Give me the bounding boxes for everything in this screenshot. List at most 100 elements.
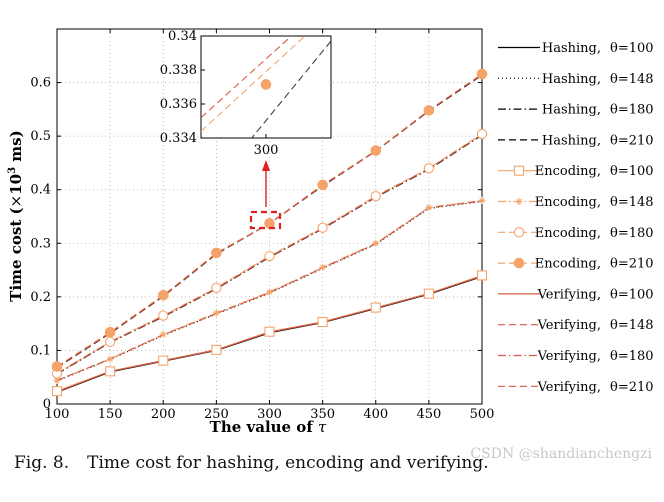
data-point-encoding-148 bbox=[266, 288, 273, 296]
legend-theta: θ=180 bbox=[610, 349, 654, 364]
y-tick-label: 0.4 bbox=[30, 183, 51, 198]
data-point-encoding-148 bbox=[106, 355, 114, 363]
series-line-verifying-180 bbox=[56, 133, 483, 375]
data-point-encoding-100 bbox=[158, 355, 169, 366]
data-point-encoding-100 bbox=[370, 302, 381, 313]
figure-caption-label: Fig. 8. bbox=[14, 453, 69, 473]
x-tick-label: 200 bbox=[151, 407, 176, 422]
legend-label: Hashing, bbox=[542, 133, 601, 148]
legend-theta: θ=148 bbox=[610, 318, 654, 333]
inset-zoom: 0.334 0.336 0.338 0.34 300 bbox=[160, 29, 332, 158]
x-tick-label: 300 bbox=[257, 407, 282, 422]
x-tick-label: 400 bbox=[363, 407, 388, 422]
x-axis-label-symbol: τ bbox=[318, 418, 327, 436]
series-line-verifying-148 bbox=[56, 200, 483, 381]
inset-line-encoding-210 bbox=[201, 36, 306, 132]
y-axis-label: Time cost (×103 ms) bbox=[7, 130, 25, 301]
inset-y-tick-label: 0.334 bbox=[160, 131, 197, 146]
inset-lines bbox=[201, 36, 331, 138]
highlight-box bbox=[249, 210, 282, 230]
data-point-encoding-148 bbox=[425, 203, 433, 211]
y-tick-label: 0.5 bbox=[30, 129, 51, 144]
star-stroke bbox=[54, 377, 60, 384]
x-axis-ticks: 100 150 200 250 300 350 400 450 500 bbox=[45, 29, 495, 422]
figure-caption: Fig. 8. Time cost for hashing, encoding a… bbox=[14, 453, 489, 473]
x-axis-label-text: The value of bbox=[210, 418, 315, 436]
y-axis-label-base: 10 bbox=[7, 174, 25, 195]
y-tick-label: 0.6 bbox=[30, 76, 51, 91]
inset-y-ticks: 0.334 0.336 0.338 0.34 bbox=[160, 29, 267, 146]
legend-item-encoding-100: Encoding, θ=100 bbox=[498, 164, 654, 179]
y-tick-label: 0 bbox=[43, 397, 51, 412]
x-tick-label: 100 bbox=[45, 407, 70, 422]
legend-label: Encoding, bbox=[535, 195, 601, 210]
legend-theta: θ=210 bbox=[610, 257, 654, 272]
star-stroke bbox=[426, 204, 432, 211]
legend-item-encoding-210: Encoding, θ=210 bbox=[498, 257, 654, 272]
y-axis-label-suffix: ms) bbox=[7, 130, 25, 167]
data-point-encoding-180 bbox=[370, 190, 381, 202]
legend-item-hashing-210: Hashing, θ=210 bbox=[498, 133, 654, 148]
legend: Hashing, θ=100 Hashing, θ=148 Hashing, θ=180 H… bbox=[498, 41, 654, 395]
legend-label: Encoding, bbox=[535, 257, 601, 272]
data-point-encoding-180 bbox=[476, 128, 488, 140]
legend-item-hashing-180: Hashing, θ=180 bbox=[498, 103, 654, 118]
y-tick-label: 0.2 bbox=[30, 290, 51, 305]
data-point-encoding-180 bbox=[211, 282, 222, 293]
data-point-encoding-180 bbox=[104, 336, 116, 348]
x-tick-label: 150 bbox=[98, 407, 123, 422]
figure-caption-text: Time cost for hashing, encoding and veri… bbox=[87, 453, 488, 473]
legend-marker bbox=[513, 165, 525, 176]
x-tick-label: 450 bbox=[416, 407, 441, 422]
star-stroke bbox=[266, 289, 273, 295]
data-point-encoding-100 bbox=[105, 366, 116, 377]
legend-item-verifying-100: Verifying, θ=100 bbox=[498, 287, 654, 302]
legend-marker bbox=[513, 227, 525, 238]
inset-line-hashing-210 bbox=[251, 40, 331, 138]
data-point-encoding-148 bbox=[478, 196, 486, 204]
legend-label: Encoding, bbox=[535, 164, 601, 179]
inset-series bbox=[201, 36, 331, 138]
legend-label: Verifying, bbox=[537, 380, 601, 395]
star-stroke bbox=[160, 331, 167, 338]
legend-marker bbox=[515, 198, 523, 205]
inset-x-tick-label: 300 bbox=[254, 143, 279, 158]
data-point-encoding-100 bbox=[51, 386, 63, 397]
data-point-encoding-210 bbox=[264, 218, 275, 229]
data-point-encoding-148 bbox=[372, 239, 380, 247]
y-axis-ticks: 0 0.1 0.2 0.3 0.4 0.5 0.6 bbox=[30, 76, 482, 412]
legend-theta: θ=210 bbox=[610, 133, 654, 148]
series-markers bbox=[51, 68, 488, 397]
watermark-text: CSDN @shandianchengzi bbox=[470, 446, 652, 462]
legend-theta: θ=180 bbox=[610, 103, 654, 118]
x-tick-label: 250 bbox=[204, 407, 229, 422]
data-point-encoding-210 bbox=[157, 289, 169, 301]
legend-label: Verifying, bbox=[537, 318, 601, 333]
star-stroke bbox=[516, 198, 522, 205]
y-tick-label: 0.1 bbox=[30, 343, 51, 358]
legend-theta: θ=210 bbox=[610, 380, 654, 395]
legend-label: Verifying, bbox=[537, 349, 601, 364]
legend-theta: θ=148 bbox=[610, 195, 654, 210]
legend-label: Hashing, bbox=[542, 72, 601, 87]
y-axis-label-times: × bbox=[7, 195, 25, 208]
legend-theta: θ=100 bbox=[610, 164, 654, 179]
x-tick-label: 500 bbox=[470, 407, 495, 422]
data-point-encoding-100 bbox=[211, 344, 222, 355]
y-tick-label: 0.3 bbox=[30, 236, 51, 251]
legend-item-verifying-210: Verifying, θ=210 bbox=[498, 380, 654, 395]
legend-theta: θ=100 bbox=[610, 41, 654, 56]
legend-item-verifying-148: Verifying, θ=148 bbox=[498, 318, 654, 333]
data-point-encoding-100 bbox=[264, 326, 275, 337]
star-stroke bbox=[372, 240, 379, 247]
data-point-encoding-180 bbox=[317, 222, 328, 233]
star-stroke bbox=[213, 310, 220, 316]
zoom-arrow-head bbox=[262, 160, 270, 171]
inset-y-tick-label: 0.336 bbox=[160, 97, 197, 112]
data-point-encoding-210 bbox=[370, 145, 382, 156]
legend-item-encoding-180: Encoding, θ=180 bbox=[498, 226, 654, 241]
data-point-encoding-210 bbox=[317, 179, 328, 191]
data-point-encoding-100 bbox=[423, 288, 434, 299]
inset-y-tick-label: 0.34 bbox=[168, 29, 197, 44]
